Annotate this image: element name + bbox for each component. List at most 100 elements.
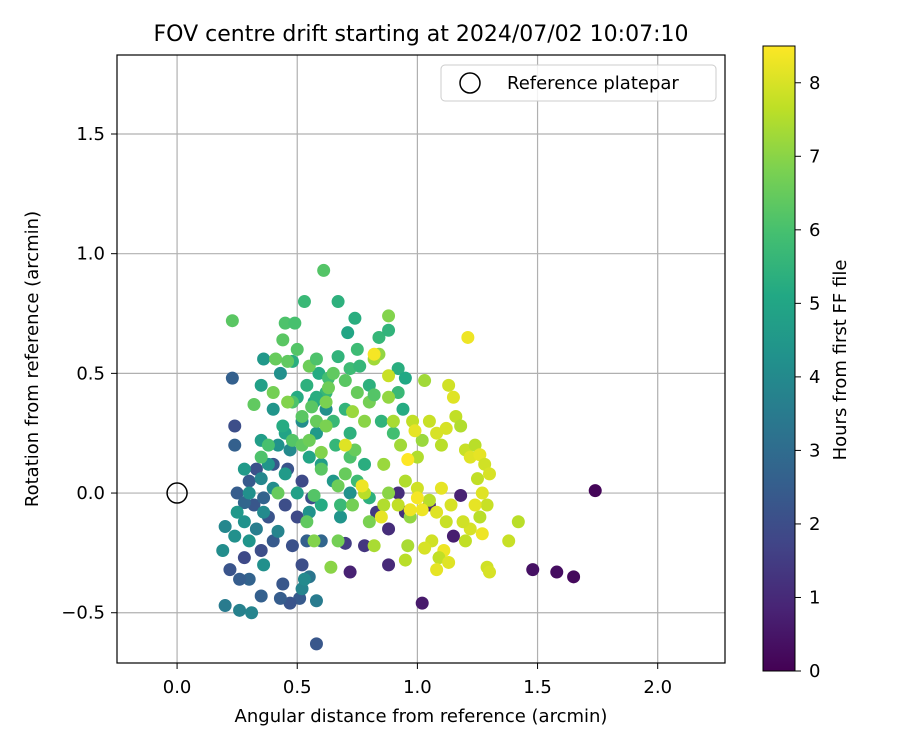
data-point [242, 486, 256, 500]
data-point [225, 314, 239, 328]
data-point [374, 510, 388, 524]
x-tick-label: 2.0 [643, 677, 672, 698]
data-point [343, 426, 357, 440]
data-point [278, 498, 292, 512]
data-point [305, 400, 319, 414]
data-point [348, 311, 362, 325]
data-point [398, 553, 412, 567]
data-point [468, 438, 482, 452]
data-point [321, 381, 335, 395]
data-point [319, 395, 333, 409]
data-point [362, 378, 376, 392]
data-point [382, 323, 396, 337]
data-point [271, 524, 285, 538]
data-point [439, 421, 453, 435]
data-point [331, 350, 345, 364]
data-point [439, 515, 453, 529]
data-point [314, 445, 328, 459]
data-point [482, 467, 496, 481]
data-point [410, 491, 424, 505]
data-point [283, 596, 297, 610]
data-point [398, 474, 412, 488]
data-point [475, 486, 489, 500]
data-point [442, 555, 456, 569]
data-point [257, 352, 271, 366]
data-point [410, 481, 424, 495]
legend-entry-reference: Reference platepar [507, 73, 679, 94]
colorbar-tick-label: 1 [809, 587, 820, 608]
data-point [225, 371, 239, 385]
y-tick-label: 1.5 [76, 124, 105, 145]
data-point [449, 409, 463, 423]
colorbar-tick-label: 7 [809, 146, 820, 167]
data-point [230, 505, 244, 519]
data-point [271, 486, 285, 500]
data-point [418, 374, 432, 388]
data-point [261, 438, 275, 452]
grid-lines [117, 55, 725, 663]
data-point [254, 378, 268, 392]
data-point [278, 467, 292, 481]
data-point [237, 496, 251, 510]
data-point [228, 529, 242, 543]
data-point [269, 352, 283, 366]
data-point [317, 263, 331, 277]
data-point [391, 498, 405, 512]
data-point [237, 551, 251, 565]
data-point [415, 596, 429, 610]
data-point [430, 505, 444, 519]
data-point [290, 486, 304, 500]
data-point [338, 374, 352, 388]
data-point [446, 529, 460, 543]
data-point [312, 366, 326, 380]
data-point [237, 462, 251, 476]
data-point [276, 333, 290, 347]
colorbar-tick-label: 8 [809, 73, 820, 94]
data-point [382, 522, 396, 536]
data-point [329, 438, 343, 452]
data-point [309, 414, 323, 428]
data-point [382, 369, 396, 383]
data-point [242, 474, 256, 488]
data-point [372, 330, 386, 344]
data-point [285, 539, 299, 553]
colorbar-tick-label: 5 [809, 293, 820, 314]
data-point [358, 414, 372, 428]
data-point [346, 405, 360, 419]
data-point [278, 316, 292, 330]
data-point [290, 342, 304, 356]
data-point [408, 424, 422, 438]
data-point [331, 534, 345, 548]
data-point [297, 572, 311, 586]
data-point [254, 543, 268, 557]
x-axis-label: Angular distance from reference (arcmin) [235, 706, 608, 727]
data-point [281, 354, 295, 368]
data-point [511, 515, 525, 529]
plot-frame [116, 54, 726, 664]
data-point [396, 402, 410, 416]
x-tick-label: 0.0 [163, 677, 192, 698]
data-point [374, 414, 388, 428]
data-point [442, 378, 456, 392]
colorbar-tick-label: 0 [809, 661, 820, 682]
data-point [249, 522, 263, 536]
data-point [331, 295, 345, 309]
legend: Reference platepar [440, 64, 717, 102]
colorbar-ticks: 0 1 2 3 4 5 6 7 8 [795, 73, 820, 682]
data-point [377, 498, 391, 512]
data-point [434, 481, 448, 495]
data-point [237, 515, 251, 529]
data-point [314, 498, 328, 512]
data-point [454, 419, 468, 433]
data-point [254, 450, 268, 464]
data-point [314, 462, 328, 476]
data-point [461, 330, 475, 344]
data-point [273, 591, 287, 605]
data-point [403, 503, 417, 517]
data-point [346, 498, 360, 512]
data-point [458, 534, 472, 548]
y-tick-label: −0.5 [61, 603, 105, 624]
data-point [422, 493, 436, 507]
y-tick-label: 1.0 [76, 244, 105, 265]
data-point [309, 637, 323, 651]
